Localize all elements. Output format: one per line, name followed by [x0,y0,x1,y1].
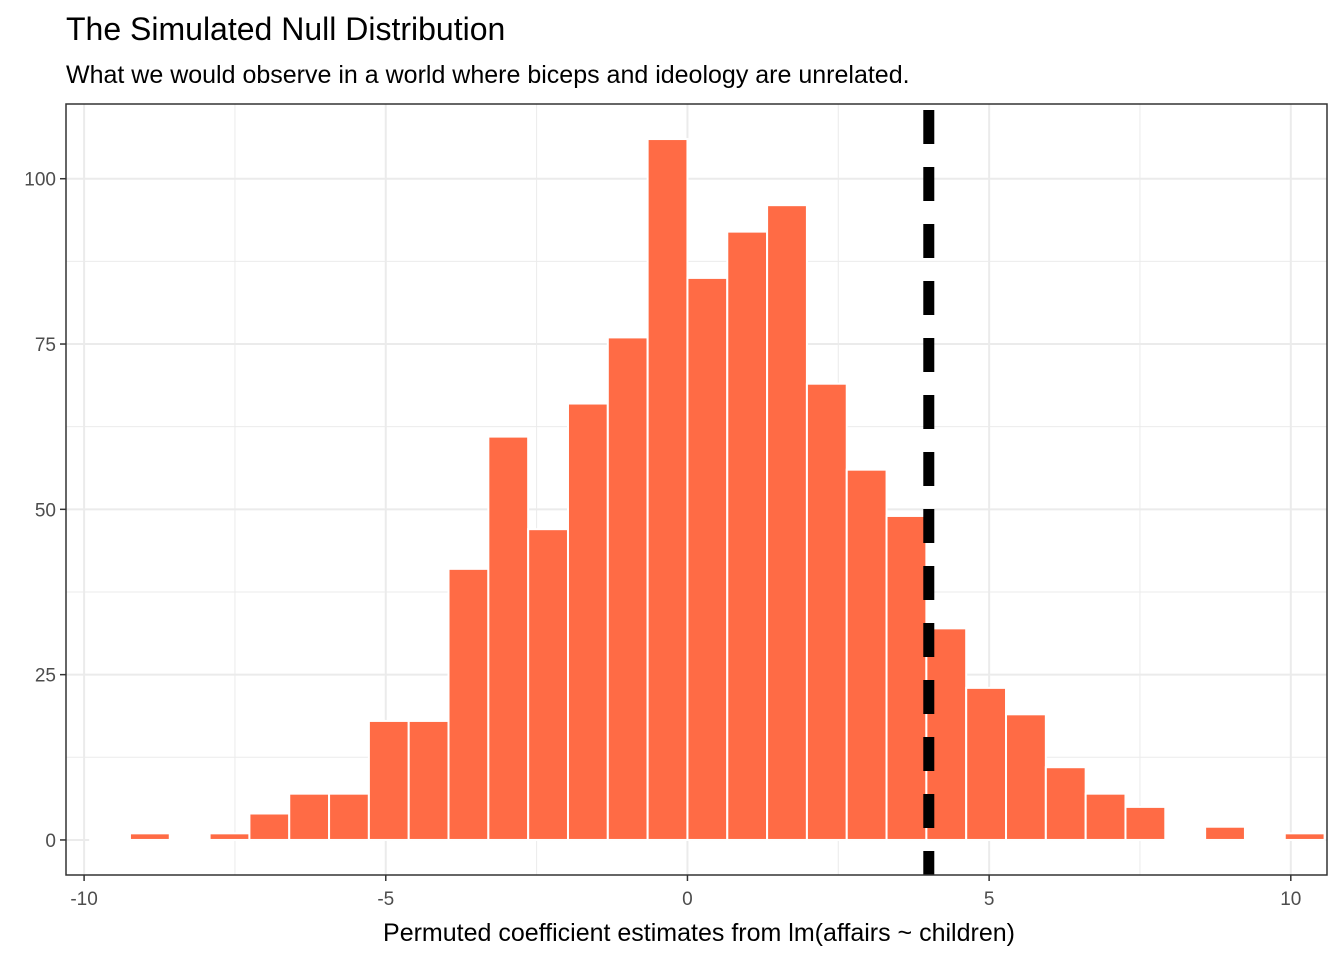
histogram-bar [1283,832,1326,841]
histogram-bar [328,792,370,841]
histogram-bar [726,230,769,841]
histogram-bar [248,812,291,841]
y-axis: 0 25 50 75 100 [24,170,66,852]
histogram-bar [1124,805,1167,841]
histogram-bar [885,514,928,841]
histogram-bar [845,468,888,841]
x-tick-label: 10 [1280,889,1301,910]
histogram-bar [805,382,848,841]
histogram-bar [1204,825,1246,841]
histogram-bar [487,435,530,841]
x-axis-label: Permuted coefficient estimates from lm(a… [383,919,1015,947]
histogram-bar [1243,838,1286,842]
histogram-bar [447,567,490,841]
y-tick-label: 75 [35,335,56,356]
y-tick-label: 25 [35,666,56,687]
panel-border [65,103,1328,876]
x-tick-label: -10 [70,889,97,910]
x-tick-label: -5 [377,889,394,910]
histogram-bar [1005,713,1047,841]
y-tick-label: 50 [35,500,56,521]
histogram-bar [367,719,410,841]
histogram-bar [527,528,569,841]
histogram-bar [646,138,689,841]
y-tick-label: 100 [24,170,56,191]
histogram-bar [1164,838,1207,842]
x-axis: -10 -5 0 5 10 [70,875,1301,910]
histogram-bar [288,792,331,841]
histogram-bar [128,832,171,841]
histogram-bar [1084,792,1127,841]
chart-title: The Simulated Null Distribution [66,11,505,47]
histogram-bar [407,719,450,841]
histogram-bar [1044,766,1087,841]
histogram-bar [606,336,649,841]
histogram-bars [89,138,1326,842]
histogram-bar [766,204,808,841]
x-tick-label: 0 [682,889,693,910]
histogram-bar [686,276,729,841]
histogram-bar [965,686,1008,841]
histogram-bar [566,402,609,841]
histogram-bar [168,838,211,842]
y-tick-label: 0 [45,831,56,852]
x-tick-label: 5 [984,889,995,910]
histogram-bar [89,838,131,842]
chart-subtitle: What we would observe in a world where b… [66,61,910,89]
histogram-bar [208,832,251,841]
